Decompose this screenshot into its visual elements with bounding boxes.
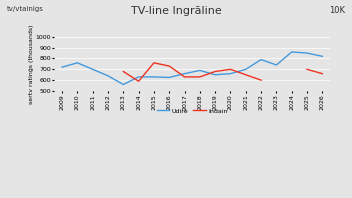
Text: 10K: 10K — [329, 6, 345, 15]
Legend: Udire, Indain: Udire, Indain — [154, 106, 230, 116]
Text: tv/vtainigs: tv/vtainigs — [7, 6, 44, 12]
Text: TV-line Ingrāline: TV-line Ingrāline — [131, 6, 221, 16]
Y-axis label: sertv ratinģs (thousands): sertv ratinģs (thousands) — [29, 24, 34, 104]
